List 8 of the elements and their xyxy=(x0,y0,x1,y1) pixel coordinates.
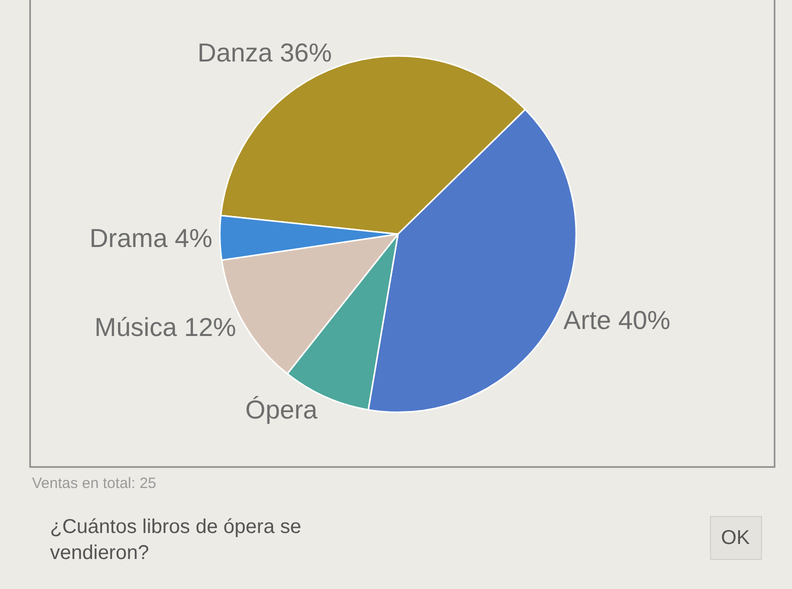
text: Ventas en total: 25 xyxy=(32,475,156,492)
slice-label: Arte 40% xyxy=(563,304,670,335)
text: ¿Cuántos libros de ópera se vendieron? xyxy=(50,516,302,564)
slice-label: Música 12% xyxy=(94,312,236,342)
slice-label: Danza 36% xyxy=(197,37,332,68)
slice-label: Drama 4% xyxy=(90,222,212,253)
text: OK xyxy=(721,527,751,549)
slice-label: Ópera xyxy=(245,394,318,424)
